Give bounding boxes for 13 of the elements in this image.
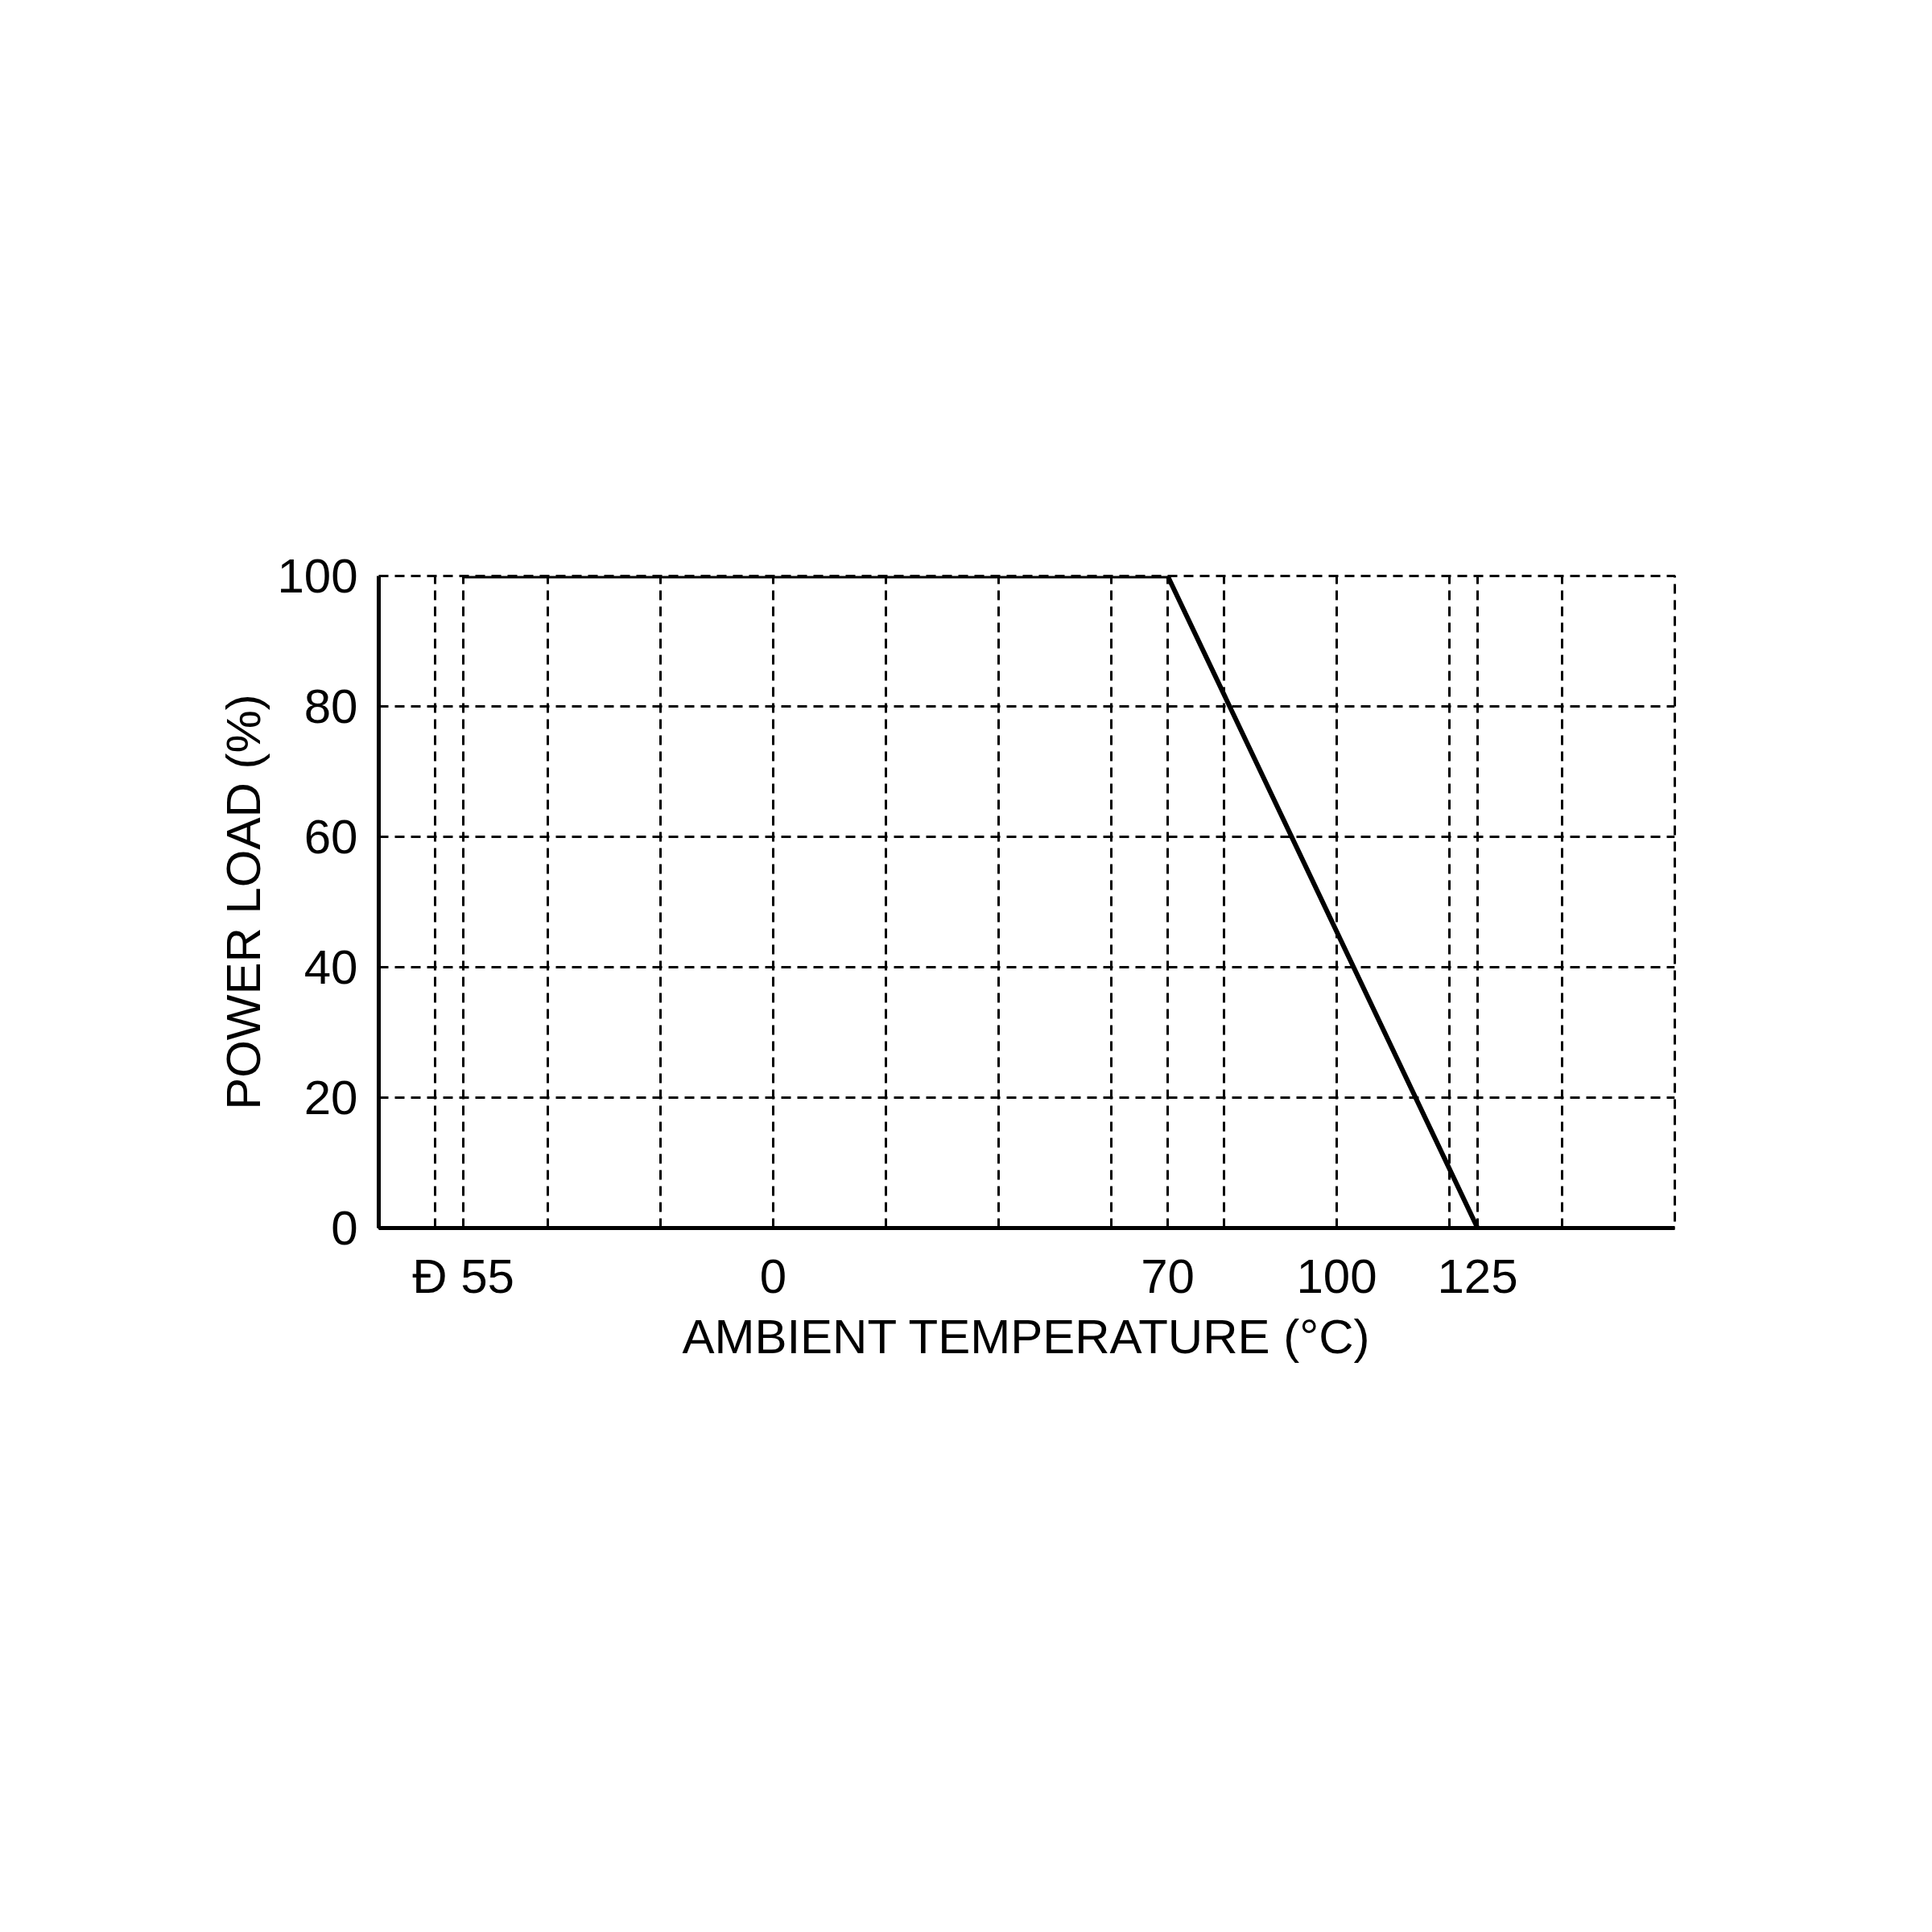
x-tick-label: 70 (1141, 1249, 1195, 1303)
x-tick-label: 100 (1296, 1249, 1377, 1303)
x-tick-label: 125 (1437, 1249, 1518, 1303)
x-axis-title: AMBIENT TEMPERATURE (°C) (682, 1309, 1370, 1364)
y-tick-label: 60 (303, 810, 358, 864)
y-tick-label: 100 (277, 549, 358, 603)
y-axis-title: POWER LOAD (%) (217, 694, 271, 1110)
x-tick-label: Đ 55 (412, 1249, 514, 1303)
x-tick-label: 0 (759, 1249, 787, 1303)
y-tick-label: 20 (303, 1071, 358, 1125)
y-tick-label: 0 (331, 1201, 358, 1255)
y-tick-label: 80 (303, 679, 358, 733)
y-tick-label: 40 (303, 940, 358, 994)
